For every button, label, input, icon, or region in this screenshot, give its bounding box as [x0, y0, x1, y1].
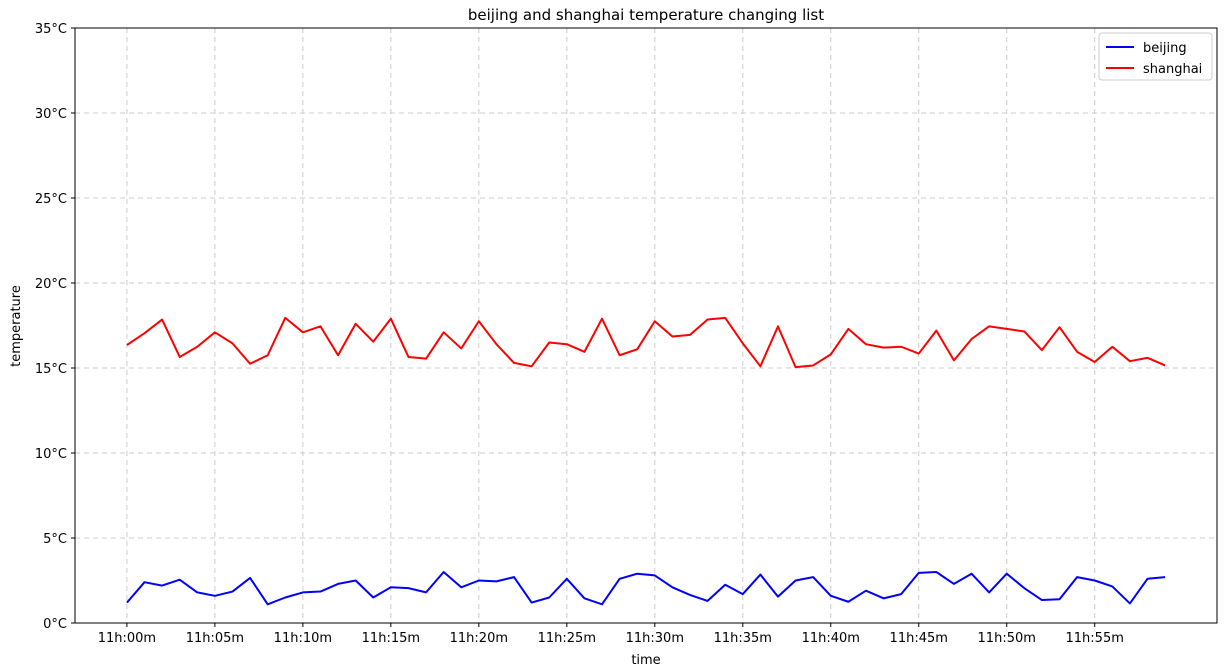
x-tick-label: 11h:25m: [538, 631, 596, 646]
legend: beijing shanghai: [1098, 32, 1213, 81]
y-tick-label: 30°C: [35, 107, 67, 122]
x-tick-label: 11h:05m: [186, 631, 244, 646]
y-tick-label: 10°C: [35, 447, 67, 462]
x-tick-label: 11h:40m: [802, 631, 860, 646]
y-axis-title: temperature: [9, 285, 24, 367]
y-tick-label: 0°C: [43, 617, 67, 632]
x-tick-label: 11h:15m: [362, 631, 420, 646]
series-line-beijing: [126, 571, 1166, 606]
x-tick-label: 11h:30m: [626, 631, 684, 646]
y-tick-label: 25°C: [35, 192, 67, 207]
x-tick-label: 11h:50m: [978, 631, 1036, 646]
x-axis-title: time: [631, 653, 660, 668]
series-line-shanghai: [126, 316, 1166, 369]
series-lines: [126, 316, 1166, 606]
legend-label-shanghai: shanghai: [1143, 62, 1202, 77]
chart-title: beijing and shanghai temperature changin…: [468, 6, 824, 24]
x-tick-label: 11h:35m: [714, 631, 772, 646]
x-tick-label: 11h:45m: [890, 631, 948, 646]
y-tick-label: 35°C: [35, 22, 67, 37]
legend-label-beijing: beijing: [1143, 41, 1187, 56]
y-tick-label: 15°C: [35, 362, 67, 377]
x-tick-label: 11h:20m: [450, 631, 508, 646]
x-tick-label: 11h:10m: [274, 631, 332, 646]
plot-area-frame: [74, 27, 1218, 624]
x-tick-label: 11h:55m: [1066, 631, 1124, 646]
grid-lines: [75, 27, 1217, 624]
y-tick-label: 5°C: [43, 532, 67, 547]
x-tick-label: 11h:00m: [98, 631, 156, 646]
axis-ticks: 11h:00m 11h:05m 11h:10m 11h:15m 11h:20m 11h:2…: [35, 22, 1124, 646]
y-tick-label: 20°C: [35, 277, 67, 292]
